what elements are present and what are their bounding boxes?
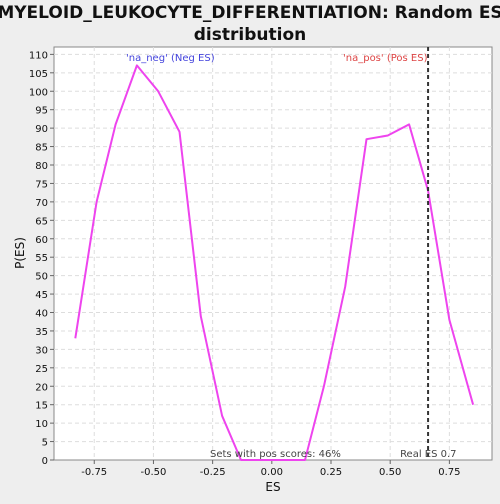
y-tick-label: 90 <box>35 124 48 135</box>
x-tick-label: 0.25 <box>320 467 342 478</box>
y-tick-label: 110 <box>29 50 48 61</box>
x-tick-label: -0.75 <box>81 467 107 478</box>
y-tick-label: 45 <box>35 290 48 301</box>
x-tick-label: -0.25 <box>200 467 226 478</box>
y-tick-label: 40 <box>35 309 48 320</box>
y-axis-label: P(ES) <box>13 237 27 269</box>
y-tick-label: 65 <box>35 216 48 227</box>
x-tick-label: -0.50 <box>141 467 167 478</box>
y-tick-label: 85 <box>35 143 48 154</box>
y-tick-label: 35 <box>35 327 48 338</box>
x-tick-label: 0.00 <box>261 467 283 478</box>
y-tick-label: 20 <box>35 382 48 393</box>
y-tick-label: 25 <box>35 364 48 375</box>
es-distribution-line <box>74 64 475 461</box>
y-tick-label: 70 <box>35 198 48 209</box>
x-axis-label: ES <box>265 480 280 494</box>
chart-title-line2: distribution <box>194 25 306 45</box>
plot-frame <box>53 46 493 461</box>
y-tick-label: 50 <box>35 272 48 283</box>
y-tick-label: 105 <box>29 69 48 80</box>
y-tick-label: 80 <box>35 161 48 172</box>
y-tick-label: 10 <box>35 419 48 430</box>
x-tick-label: 0.75 <box>438 467 460 478</box>
y-tick-label: 55 <box>35 253 48 264</box>
y-tick-label: 0 <box>42 456 48 467</box>
y-tick-label: 30 <box>35 345 48 356</box>
y-tick-label: 100 <box>29 87 48 98</box>
pos-es-label: 'na_pos' (Pos ES) <box>343 53 428 64</box>
x-tick-label: 0.50 <box>379 467 401 478</box>
real-es-label: Real ES 0.7 <box>400 449 456 460</box>
y-tick-label: 95 <box>35 106 48 117</box>
pos-scores-label: Sets with pos scores: 46% <box>210 449 341 460</box>
neg-es-label: 'na_neg' (Neg ES) <box>126 53 215 64</box>
chart-title-line1: MYELOID_LEUKOCYTE_DIFFERENTIATION: Rando… <box>0 3 500 23</box>
y-tick-label: 5 <box>42 438 48 449</box>
y-tick-label: 15 <box>35 401 48 412</box>
y-tick-label: 75 <box>35 179 48 190</box>
y-tick-label: 60 <box>35 235 48 246</box>
